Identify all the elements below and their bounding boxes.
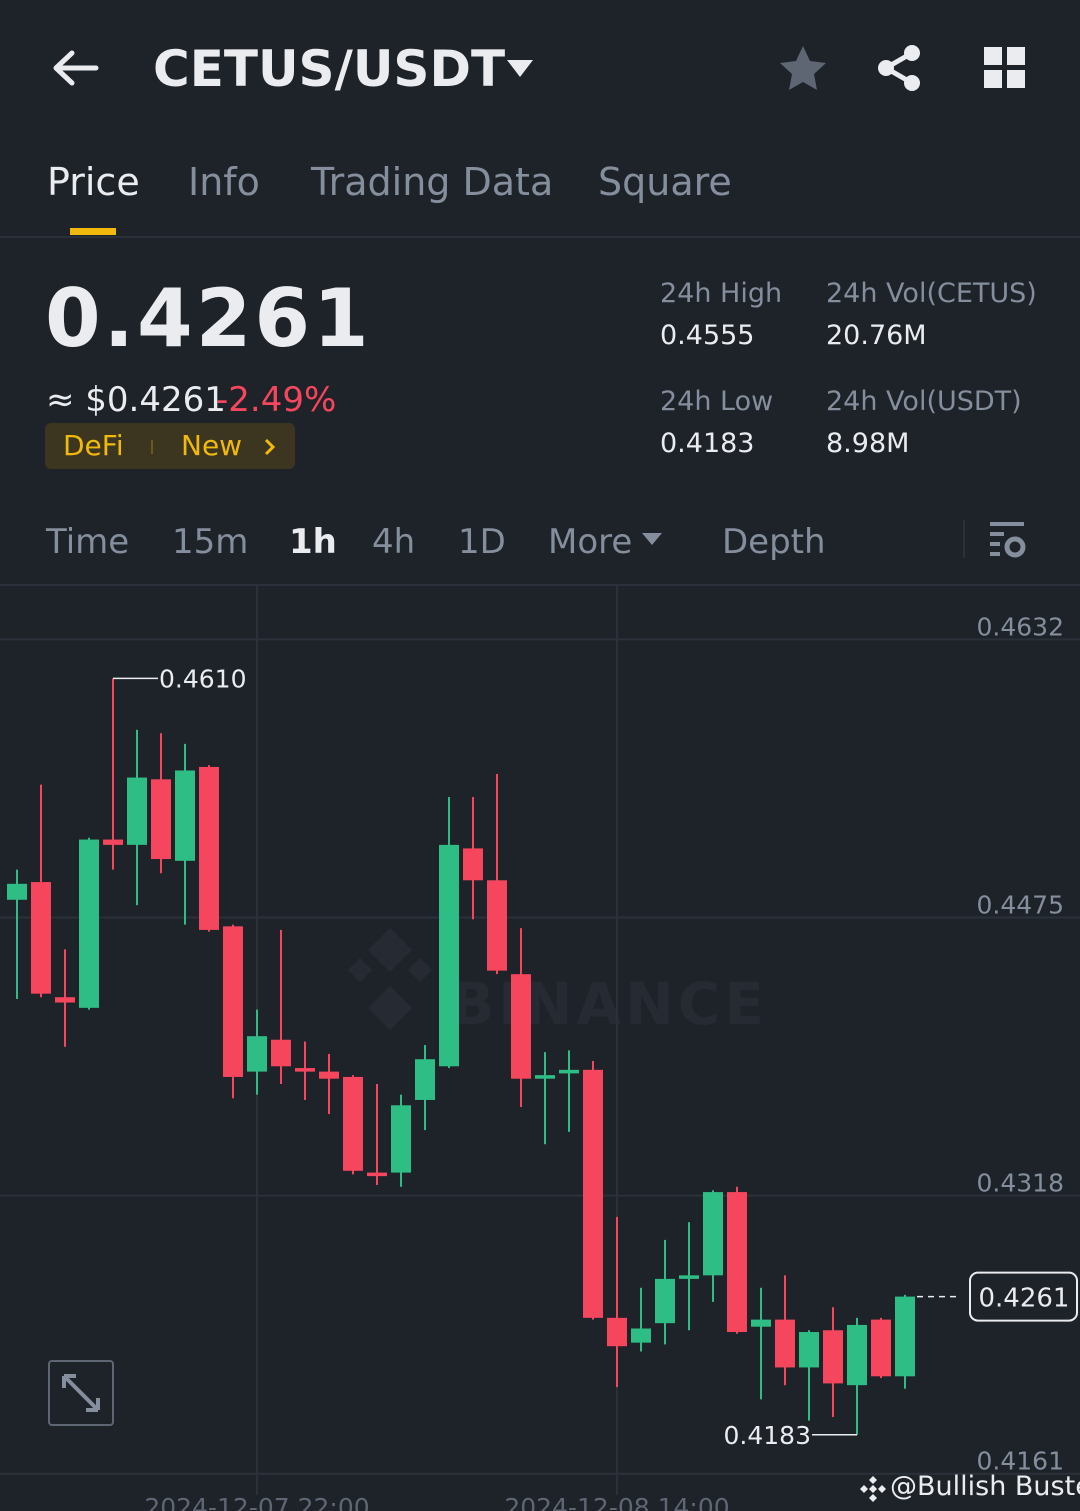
candle-body [799, 1332, 819, 1368]
stat-value: 0.4555 [660, 320, 755, 351]
candle-body [535, 1075, 555, 1079]
interval[interactable]: 1D [458, 522, 506, 562]
candle-body [607, 1317, 627, 1347]
y-tick-label: 0.4475 [977, 890, 1064, 919]
candle-body [151, 779, 171, 860]
watermark-logo [348, 928, 432, 1030]
interval[interactable]: 1h [289, 522, 337, 562]
candle-body [655, 1278, 675, 1324]
stat-label: 24h Low [660, 386, 774, 417]
credit: @Bullish Buster [890, 1471, 1080, 1502]
tag[interactable]: DeFi [63, 429, 124, 462]
divider [963, 520, 965, 558]
candle-body [823, 1330, 843, 1384]
stat-value: 8.98M [826, 428, 910, 459]
y-tick-label: 0.4161 [977, 1447, 1064, 1476]
last-price-box [969, 1271, 1078, 1322]
expand-button[interactable] [48, 1360, 114, 1426]
x-tick-label: 2024-12-08 14:00 [504, 1493, 729, 1511]
candle-body [391, 1105, 411, 1173]
grid-icon[interactable] [984, 47, 1026, 89]
tag-box[interactable] [45, 423, 295, 469]
candle-body [679, 1275, 699, 1279]
candle-body [631, 1328, 651, 1343]
stat-label: 24h Vol(USDT) [826, 386, 1022, 417]
min-marker-label: 0.4183 [724, 1421, 811, 1450]
candle-body [727, 1192, 747, 1333]
candle-body [295, 1068, 315, 1072]
candle-body [247, 1036, 267, 1072]
candle-body [775, 1319, 795, 1368]
candle-body [487, 880, 507, 971]
divider [0, 236, 1080, 238]
candle-body [31, 882, 51, 994]
tag-chevron [264, 438, 276, 456]
tag-separator [151, 440, 153, 454]
y-tick-label: 0.4632 [977, 612, 1064, 641]
interval[interactable]: Depth [722, 522, 826, 562]
max-marker-label: 0.4610 [159, 664, 246, 693]
more-dropdown[interactable] [641, 532, 663, 546]
tab[interactable]: Info [188, 160, 260, 204]
candlestick-chart: BINANCE 0.4632 0.4475 0.4318 0.4161 2024-12-0… [0, 586, 1080, 1511]
last-price: 0.4261 [45, 272, 372, 365]
candle-body [175, 770, 195, 861]
settings-icon[interactable] [988, 520, 1028, 560]
x-tick-label: 2024-12-07 22:00 [144, 1493, 369, 1511]
price-change: -2.49% [216, 380, 337, 420]
interval[interactable]: More [548, 522, 633, 562]
divider [0, 584, 1080, 586]
candle-body [751, 1319, 771, 1327]
tag[interactable]: New [181, 429, 243, 462]
interval[interactable]: 15m [172, 522, 249, 562]
stat-label: 24h High [660, 278, 783, 309]
candle-body [415, 1059, 435, 1100]
candle-body [7, 883, 27, 900]
tab[interactable]: Price [47, 160, 140, 204]
candle-body [847, 1324, 867, 1386]
candle-body [559, 1069, 579, 1074]
candle-body [439, 844, 459, 1067]
candle-body [703, 1192, 723, 1276]
last-price-label: 0.4261 [979, 1284, 1070, 1314]
back-icon[interactable] [50, 48, 100, 88]
candle-body [511, 974, 531, 1079]
watermark: BINANCE [450, 970, 768, 1038]
candle-body [79, 839, 99, 1008]
share-icon[interactable] [876, 44, 924, 92]
candle-body [199, 766, 219, 930]
candle-body [271, 1039, 291, 1067]
tab-indicator [70, 228, 116, 235]
candle-body [127, 777, 147, 845]
stat-label: 24h Vol(CETUS) [826, 278, 1037, 309]
candle-body [103, 839, 123, 845]
candle-body [871, 1319, 891, 1377]
candle-body [55, 997, 75, 1003]
tab[interactable]: Square [598, 160, 732, 204]
pair-dropdown[interactable] [505, 58, 535, 80]
credit-icon [860, 1476, 886, 1502]
y-tick-label: 0.4318 [977, 1169, 1064, 1198]
candle-body [367, 1172, 387, 1177]
interval[interactable]: 4h [372, 522, 416, 562]
stat-value: 20.76M [826, 320, 927, 351]
fiat-price: ≈ $0.4261 [46, 380, 226, 420]
stat-value: 0.4183 [660, 428, 755, 459]
star-icon[interactable] [778, 44, 828, 92]
candle-body [583, 1069, 603, 1318]
candle-body [223, 926, 243, 1077]
interval[interactable]: Time [46, 522, 130, 562]
candle-body [343, 1076, 363, 1171]
candle-body [895, 1296, 915, 1377]
tab[interactable]: Trading Data [311, 160, 554, 204]
candle-body [463, 848, 483, 881]
candle-body [319, 1071, 339, 1079]
pair-title[interactable]: CETUS/USDT [153, 40, 506, 98]
